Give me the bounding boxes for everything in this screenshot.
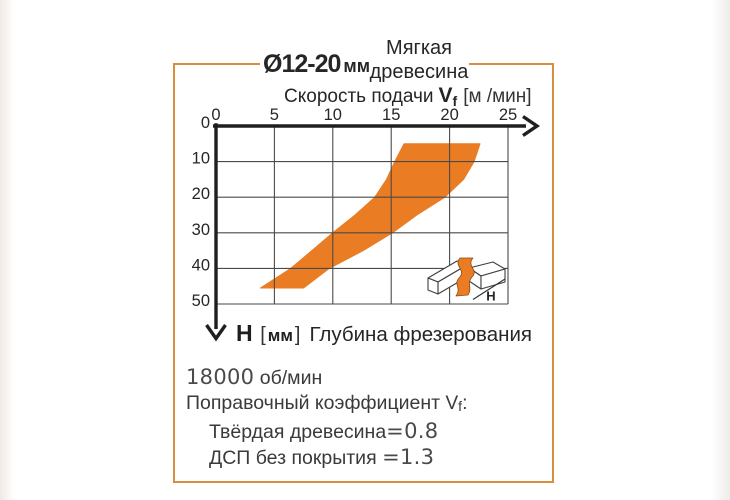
y-tick-label: 40 [192,256,210,274]
y-axis-arrow-icon [205,324,227,342]
bracket-close: ] [294,324,301,346]
depth-leader-line [472,278,506,301]
y-tick-label: 50 [192,292,210,310]
y-axis-caption: H [мм] Глубина фрезерования [236,320,532,347]
x-axis-title: Скорость подачи Vf [м /мин] [284,84,532,109]
y-tick-label: 10 [192,150,210,168]
rpm-value: 18000 [186,365,255,389]
rpm-note: 18000 об/мин [186,365,467,391]
milling-depth-icon: H [427,257,506,304]
milled-groove [455,257,475,297]
x-axis-title-text: Скорость подачи [284,86,434,107]
y-tick-label: 30 [192,221,210,239]
y-axis-symbol: H [236,320,253,346]
rpm-unit: об/мин [259,367,323,389]
x-tick-label: 15 [382,106,400,124]
depth-label: H [486,289,495,304]
wood-block-left-end-face [427,277,439,295]
y-tick-label: 20 [192,185,210,203]
x-tick-label: 5 [270,106,279,124]
diameter-value: Ø12-20 [263,50,341,78]
coefficient-value: =0.8 [386,419,439,443]
coefficient-label: Твёрдая древесина [209,421,387,443]
tick-label-layer: 0 5 10 15 20 25 0 10 20 30 40 50 [192,106,518,310]
coefficient-item: ДСП без покрытия =1.3 [186,445,467,471]
coefficient-item: Твёрдая древесина=0.8 [186,419,467,445]
coefficient-title: Поправочный коэффициент Vf: [186,391,467,419]
material-line1: Мягкая [386,37,452,59]
x-axis-title-symbol: V [438,84,453,107]
diameter-title: Ø12-20 мм [260,50,377,82]
diameter-unit: мм [343,56,371,76]
coefficient-colon: : [462,392,468,414]
grid-layer [216,126,509,305]
y-tick-label: 0 [201,114,210,132]
coefficient-label: ДСП без покрытия [209,447,377,469]
bracket-open: [ [260,324,266,346]
material-line2: древесина [369,61,469,83]
x-axis-title-unit: [м /мин] [463,86,532,107]
y-axis-caption-text: Глубина фрезерования [309,323,532,346]
coefficient-value: =1.3 [382,445,435,469]
notes-block: 18000 об/мин Поправочный коэффициент Vf:… [186,365,467,471]
material-label: Мягкая древесина [369,36,469,84]
y-axis-unit: мм [267,326,293,345]
x-tick-label: 10 [324,106,342,124]
coefficient-title-text: Поправочный коэффициент [186,392,441,414]
x-tick-label: 20 [440,106,458,124]
coefficient-symbol: V [445,393,459,414]
x-axis-title-symbol-sub: f [452,93,458,109]
x-tick-label: 25 [499,106,517,124]
coefficient-symbol-sub: f [458,398,463,414]
axes-layer [205,115,541,342]
wood-block-right-front-face [480,268,506,290]
x-axis-arrow-icon [522,115,541,137]
x-tick-label: 0 [211,106,220,124]
